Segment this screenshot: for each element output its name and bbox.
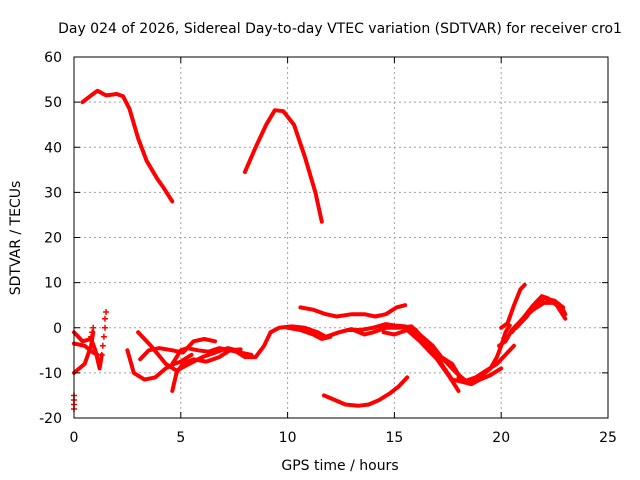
marker-m3 [101, 315, 108, 322]
y-tick-label: 0 [53, 321, 62, 337]
chart-title: Day 024 of 2026, Sidereal Day-to-day VTE… [58, 21, 622, 37]
marker-m3 [99, 342, 106, 349]
series-s5 [72, 341, 100, 357]
series-s4 [72, 330, 96, 375]
y-tick-label: 10 [44, 276, 62, 292]
series-s19 [456, 323, 512, 384]
series-s10 [170, 347, 243, 393]
x-tick-label: 0 [70, 430, 79, 446]
y-tick-label: 40 [44, 140, 62, 156]
y-tick-label: -20 [39, 411, 62, 427]
x-axis-label: GPS time / hours [281, 458, 398, 474]
marker-m3 [103, 308, 110, 315]
plot-frame [73, 56, 609, 419]
series-s1 [80, 88, 175, 204]
marker-m2 [88, 333, 95, 340]
marker-m3 [101, 324, 108, 331]
marker-m3 [100, 333, 107, 340]
x-tick-label: 5 [176, 430, 185, 446]
series-s6 [125, 348, 194, 382]
x-tick-label: 10 [279, 430, 297, 446]
y-tick-label: 30 [44, 185, 62, 201]
series-s8 [138, 337, 217, 362]
x-tick-label: 25 [599, 430, 617, 446]
marker-m2 [90, 324, 97, 331]
y-tick-label: 20 [44, 231, 62, 247]
series-s2 [242, 108, 324, 224]
grid-lines [74, 57, 608, 418]
series-s20 [499, 282, 527, 330]
y-tick-label: 50 [44, 95, 62, 111]
x-tick-label: 15 [385, 430, 403, 446]
marker-m2 [89, 329, 96, 336]
series-s18 [413, 328, 461, 393]
marker-m3 [98, 351, 105, 358]
series-s13 [298, 303, 408, 319]
y-tick-label: 60 [44, 50, 62, 66]
y-tick-label: -10 [39, 366, 62, 382]
data-series [71, 88, 568, 412]
axes: 0 5 10 15 20 25 -20 -10 0 10 20 30 40 50 60 [39, 50, 617, 446]
series-s12 [285, 325, 333, 341]
x-tick-label: 20 [492, 430, 510, 446]
y-axis-label: SDTVAR / TECUs [8, 181, 24, 296]
series-s23 [509, 296, 566, 335]
series-s14 [321, 375, 410, 408]
